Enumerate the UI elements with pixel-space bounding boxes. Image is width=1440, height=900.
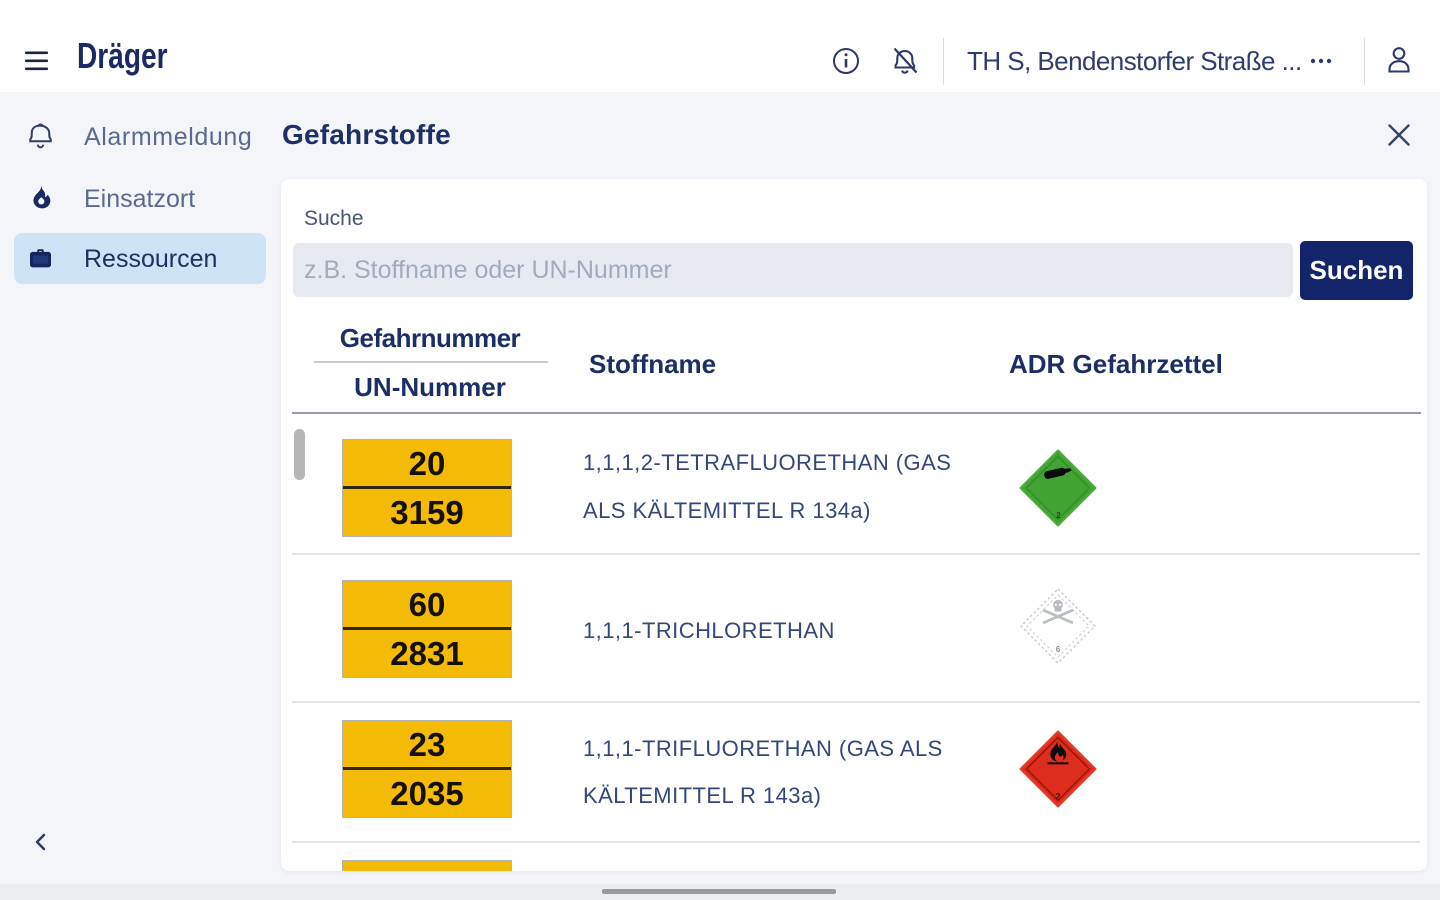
svg-text:6: 6	[1056, 645, 1061, 654]
svg-text:2: 2	[1056, 511, 1061, 520]
svg-text:2: 2	[1055, 792, 1060, 803]
